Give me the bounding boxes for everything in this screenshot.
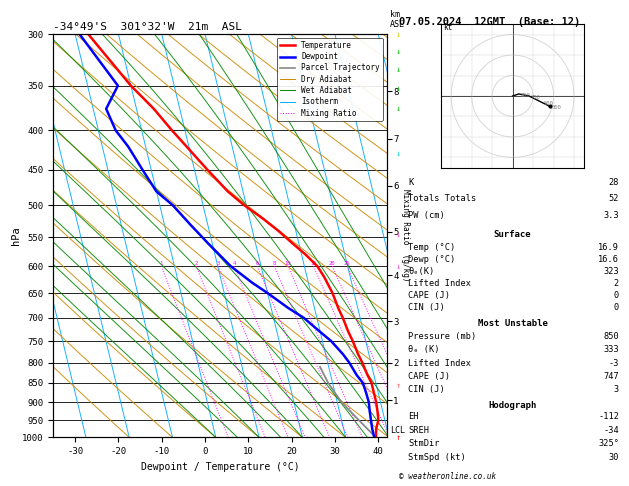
Text: 323: 323 [603,267,619,276]
Text: PW (cm): PW (cm) [408,211,445,220]
Text: SREH: SREH [408,426,430,434]
Text: 16.9: 16.9 [598,243,619,252]
Text: 325°: 325° [598,439,619,448]
Text: 6: 6 [255,261,259,266]
Text: -34: -34 [603,426,619,434]
Text: ↓: ↓ [396,30,401,38]
Text: -34°49'S  301°32'W  21m  ASL: -34°49'S 301°32'W 21m ASL [53,22,242,32]
Text: 850: 850 [603,332,619,341]
Text: Dewp (°C): Dewp (°C) [408,255,456,264]
Text: CIN (J): CIN (J) [408,385,445,394]
Text: Temp (°C): Temp (°C) [408,243,456,252]
Text: ↑: ↑ [396,433,401,442]
Text: ↓: ↓ [396,47,401,56]
Text: Lifted Index: Lifted Index [408,279,472,288]
Text: StmSpd (kt): StmSpd (kt) [408,453,466,462]
Legend: Temperature, Dewpoint, Parcel Trajectory, Dry Adiabat, Wet Adiabat, Isotherm, Mi: Temperature, Dewpoint, Parcel Trajectory… [277,38,383,121]
Text: ↓: ↓ [396,84,401,93]
Text: km
ASL: km ASL [390,10,405,29]
Text: Surface: Surface [494,230,532,239]
Text: ↓: ↓ [396,230,401,239]
Text: 850: 850 [521,93,531,98]
Text: 30: 30 [609,453,619,462]
Text: 15: 15 [310,261,317,266]
Text: EH: EH [408,412,419,421]
Text: StmDir: StmDir [408,439,440,448]
Text: © weatheronline.co.uk: © weatheronline.co.uk [399,472,496,481]
Text: 2: 2 [614,279,619,288]
Text: Totals Totals: Totals Totals [408,194,477,204]
Text: 8: 8 [273,261,276,266]
Text: Pressure (mb): Pressure (mb) [408,332,477,341]
Text: ↑: ↑ [396,381,401,390]
Text: θₑ (K): θₑ (K) [408,346,440,354]
Text: ↓: ↓ [396,262,401,271]
Text: 747: 747 [603,372,619,381]
Text: LCL: LCL [390,426,405,435]
Text: -3: -3 [609,359,619,367]
Text: 3: 3 [614,385,619,394]
Text: 20: 20 [329,261,335,266]
Text: 0: 0 [614,303,619,312]
Text: Hodograph: Hodograph [489,401,537,410]
X-axis label: Dewpoint / Temperature (°C): Dewpoint / Temperature (°C) [141,462,299,472]
Text: 333: 333 [603,346,619,354]
Text: Lifted Index: Lifted Index [408,359,472,367]
Text: 25: 25 [344,261,350,266]
Text: -112: -112 [598,412,619,421]
Y-axis label: Mixing Ratio  (g/kg): Mixing Ratio (g/kg) [401,190,409,282]
Text: K: K [408,178,414,187]
Text: 0: 0 [614,291,619,300]
Text: CIN (J): CIN (J) [408,303,445,312]
Text: 4: 4 [232,261,236,266]
Text: 28: 28 [609,178,619,187]
Text: CAPE (J): CAPE (J) [408,372,450,381]
Text: 300: 300 [552,105,561,110]
Text: 2: 2 [195,261,198,266]
Y-axis label: hPa: hPa [11,226,21,245]
Text: ↓: ↓ [396,149,401,158]
Text: 3.3: 3.3 [603,211,619,220]
Text: Most Unstable: Most Unstable [477,319,548,328]
Text: 500: 500 [543,101,553,106]
Text: kt: kt [443,23,452,33]
Text: CAPE (J): CAPE (J) [408,291,450,300]
Text: 700: 700 [531,95,541,100]
Text: 52: 52 [609,194,619,204]
Text: 10: 10 [285,261,291,266]
Text: ↓: ↓ [396,104,401,113]
Text: 3: 3 [216,261,220,266]
Text: θₑ(K): θₑ(K) [408,267,435,276]
Text: ↓: ↓ [396,65,401,74]
Text: 07.05.2024  12GMT  (Base: 12): 07.05.2024 12GMT (Base: 12) [399,17,581,27]
Text: 1: 1 [160,261,163,266]
Text: 16.6: 16.6 [598,255,619,264]
